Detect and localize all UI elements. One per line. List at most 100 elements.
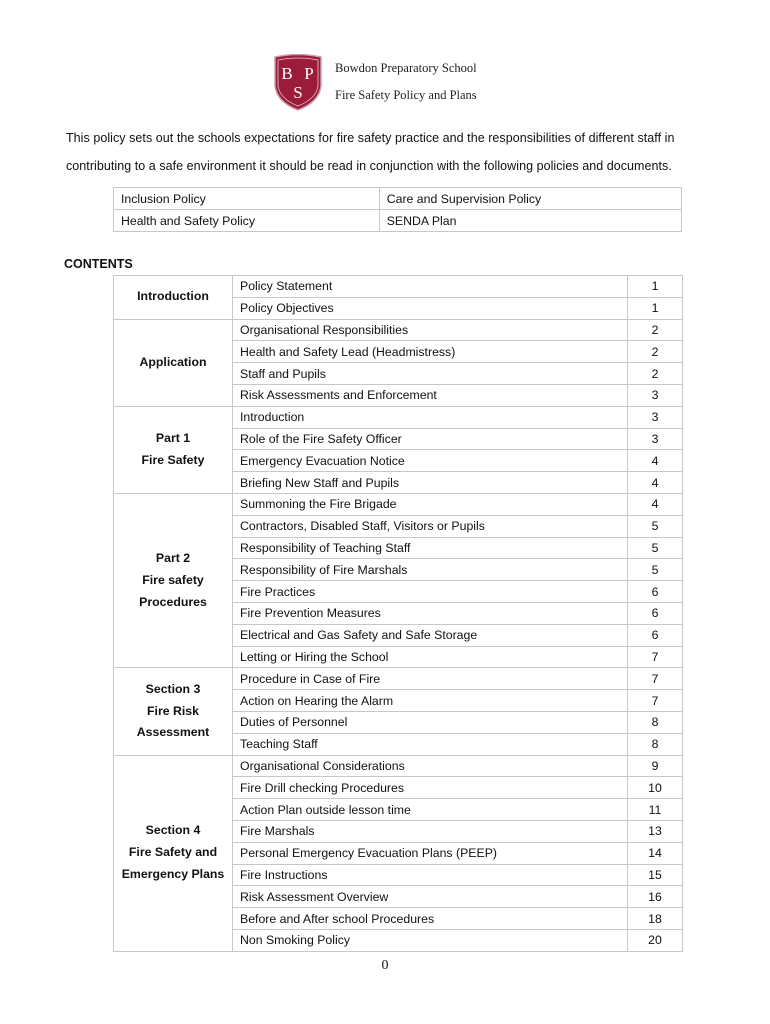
page-ref: 6: [627, 580, 683, 603]
section-label: Part 2 Fire safety Procedures: [113, 492, 233, 669]
table-row: Introduction Policy Statement 1: [113, 275, 683, 320]
page-ref: 1: [627, 296, 683, 320]
contents-entry: Contractors, Disabled Staff, Visitors or…: [232, 514, 628, 538]
section-label: Section 4 Fire Safety and Emergency Plans: [113, 754, 233, 952]
table-row: Risk Assessment Overview 16: [114, 885, 683, 909]
page-ref: 16: [627, 885, 683, 909]
contents-entry: Risk Assessments and Enforcement: [232, 383, 628, 407]
section-label-line: Section 4: [145, 823, 201, 838]
table-row: Duties of Personnel 8: [114, 710, 683, 734]
table-row: Staff and Pupils 2: [114, 362, 683, 385]
related-policy: SENDA Plan: [378, 209, 683, 232]
contents-entry: Introduction: [232, 405, 628, 429]
section-label-line: Fire Safety and: [128, 845, 218, 860]
page-ref: 8: [627, 732, 683, 756]
table-row: Non Smoking Policy 20: [114, 928, 683, 952]
table-row: Fire Marshals 13: [114, 819, 683, 843]
page-ref: 9: [627, 754, 683, 778]
contents-entry: Action Plan outside lesson time: [232, 798, 628, 821]
related-policy: Care and Supervision Policy: [378, 187, 683, 210]
table-row: Responsibility of Fire Marshals 5: [114, 558, 683, 582]
section-label-line: Procedures: [139, 594, 207, 609]
contents-entry: Organisational Responsibilities: [232, 318, 628, 342]
section-label: Part 1 Fire Safety: [113, 405, 233, 494]
school-logo: B P S: [274, 54, 322, 111]
intro-paragraph: This policy sets out the schools expecta…: [66, 131, 675, 173]
contents-entry: Letting or Hiring the School: [232, 645, 628, 669]
section-label-line: Section 3: [145, 681, 201, 696]
contents-entry: Fire Marshals: [232, 819, 628, 843]
contents-entry: Health and Safety Lead (Headmistress): [232, 340, 628, 364]
svg-text:P: P: [304, 64, 313, 83]
page-ref: 8: [627, 710, 683, 734]
table-row: Teaching Staff 8: [114, 732, 683, 756]
section-label: Application: [113, 318, 233, 407]
contents-heading: CONTENTS: [64, 257, 133, 271]
section-label: Section 3 Fire Risk Assessment: [113, 667, 233, 756]
page-ref: 15: [627, 863, 683, 887]
contents-entry: Duties of Personnel: [232, 710, 628, 734]
contents-entry: Non Smoking Policy: [232, 928, 628, 952]
table-row: Fire Practices 6: [114, 580, 683, 603]
section-label-line: Fire safety: [142, 572, 204, 587]
page-ref: 3: [627, 427, 683, 451]
page-ref: 5: [627, 514, 683, 538]
contents-entry: Policy Objectives: [232, 296, 628, 320]
section-label-line: Part 1: [155, 431, 191, 446]
page-ref: 6: [627, 601, 683, 625]
contents-entry: Electrical and Gas Safety and Safe Stora…: [232, 623, 628, 647]
contents-entry: Procedure in Case of Fire: [232, 667, 628, 691]
school-name: Bowdon Preparatory School: [335, 61, 477, 75]
contents-entry: Responsibility of Teaching Staff: [232, 536, 628, 560]
contents-entry: Staff and Pupils: [232, 362, 628, 385]
page-ref: 4: [627, 449, 683, 473]
section-label-line: Emergency Plans: [121, 867, 225, 882]
section-label: Introduction: [113, 275, 233, 320]
table-row: Part 2 Fire safety Procedures Summoning the…: [113, 492, 683, 669]
table-row: Role of the Fire Safety Officer 3: [114, 427, 683, 451]
page-ref: 2: [627, 340, 683, 364]
page-ref: 4: [627, 471, 683, 494]
contents-table: Introduction Policy Statement 1 Policy Obje…: [113, 275, 683, 952]
page-ref: 7: [627, 689, 683, 712]
section-label-line: Part 2: [155, 550, 191, 565]
table-row: Letting or Hiring the School 7: [114, 645, 683, 669]
page-ref: 2: [627, 318, 683, 342]
contents-entry: Role of the Fire Safety Officer: [232, 427, 628, 451]
section-label-line: Fire Safety: [141, 452, 205, 467]
page-number: 0: [381, 958, 389, 973]
table-row: Application Organisational Responsibiliti…: [113, 318, 683, 407]
table-row: Action on Hearing the Alarm 7: [114, 689, 683, 712]
page-ref: 20: [627, 928, 683, 952]
table-row: Section 3 Fire Risk Assessment Procedure in…: [113, 667, 683, 756]
related-policy: Inclusion Policy: [113, 187, 380, 210]
section-label-line: Introduction: [137, 289, 209, 304]
svg-text:S: S: [293, 83, 302, 102]
table-row: Contractors, Disabled Staff, Visitors or…: [114, 514, 683, 538]
section-label-line: Application: [139, 354, 207, 369]
page-ref: 14: [627, 841, 683, 865]
page-ref: 3: [627, 405, 683, 429]
related-policy: Health and Safety Policy: [113, 209, 380, 232]
contents-entry: Risk Assessment Overview: [232, 885, 628, 909]
page-ref: 5: [627, 536, 683, 560]
page-ref: 2: [627, 362, 683, 385]
svg-text:B: B: [281, 64, 292, 83]
table-row: Inclusion Policy Care and Supervision Pol…: [113, 187, 683, 210]
contents-entry: Summoning the Fire Brigade: [232, 492, 628, 516]
contents-entry: Teaching Staff: [232, 732, 628, 756]
table-row: Personal Emergency Evacuation Plans (PEE…: [114, 841, 683, 865]
contents-entry: Organisational Considerations: [232, 754, 628, 778]
contents-entry: Fire Practices: [232, 580, 628, 603]
page-ref: 13: [627, 819, 683, 843]
table-row: Fire Drill checking Procedures 10: [114, 776, 683, 800]
contents-entry: Emergency Evacuation Notice: [232, 449, 628, 473]
page-ref: 1: [627, 275, 683, 298]
table-row: Electrical and Gas Safety and Safe Stora…: [114, 623, 683, 647]
contents-entry: Fire Drill checking Procedures: [232, 776, 628, 800]
page-ref: 4: [627, 492, 683, 516]
section-label-line: Assessment: [136, 725, 210, 740]
table-row: Part 1 Fire Safety Introduction 3: [113, 405, 683, 494]
contents-entry: Fire Prevention Measures: [232, 601, 628, 625]
section-label-line: Fire Risk: [147, 703, 199, 718]
